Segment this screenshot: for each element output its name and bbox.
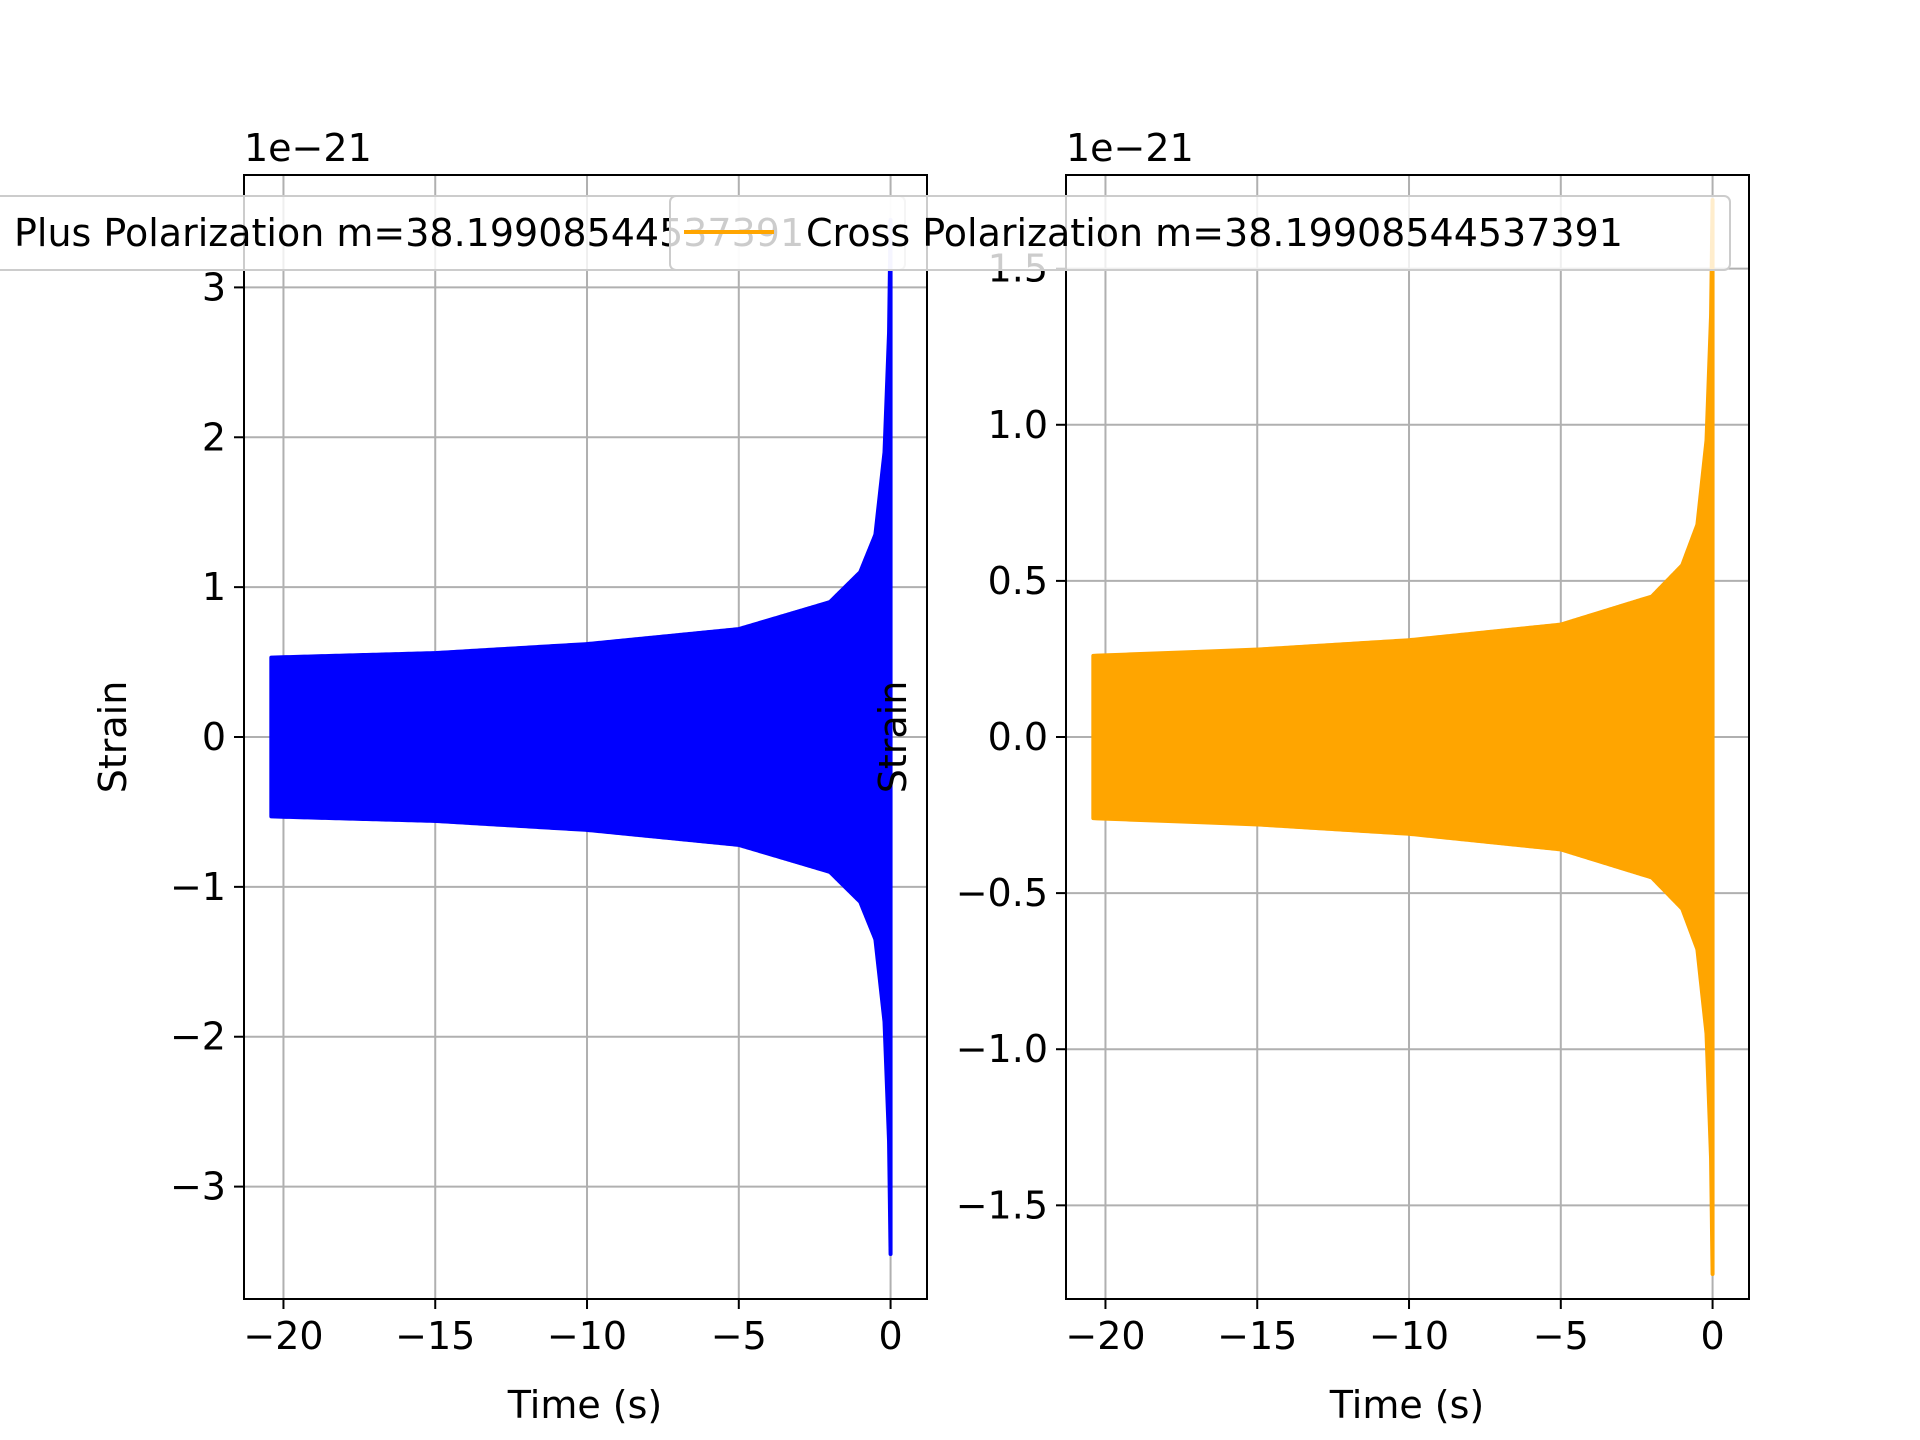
y-tick-label: −1 [170,865,226,909]
y-tick-label: −0.5 [956,871,1048,915]
y-tick-label: −2 [170,1015,226,1059]
x-tick-label: −5 [711,1314,767,1358]
y-tick-label: 3 [202,265,226,309]
x-axis-label: Time (s) [1329,1383,1485,1427]
x-tick-label: −20 [1065,1314,1145,1358]
x-tick-label: −20 [243,1314,323,1358]
y-tick-label: 2 [202,415,226,459]
plus-polarization-waveform [269,217,893,1257]
y-axis-label: Strain [871,681,915,794]
plot-area [1091,197,1715,1277]
y-axis-ticks: −1.5−1.0−0.50.00.51.01.5 [956,247,1066,1227]
x-tick-label: 0 [1700,1314,1724,1358]
y-tick-label: −1.0 [956,1027,1048,1071]
x-tick-label: −10 [1369,1314,1449,1358]
y-tick-label: 0 [202,715,226,759]
legend-box [669,195,1731,271]
y-tick-label: 0.0 [988,715,1048,759]
y-axis-exponent-label: 1e−21 [244,126,372,170]
x-tick-label: 0 [878,1314,902,1358]
x-axis-ticks: −20 −15 −10 −5 0 [243,1299,903,1358]
plot-area [269,217,893,1257]
y-tick-label: 1.0 [988,403,1048,447]
x-tick-label: −10 [547,1314,627,1358]
y-axis-exponent-label: 1e−21 [1066,126,1194,170]
y-tick-label: −3 [170,1165,226,1209]
y-tick-label: −1.5 [956,1183,1048,1227]
legend-entry-label: Cross Polarization m=38.19908544537391 [806,211,1623,255]
x-axis-ticks: −20 −15 −10 −5 0 [1065,1299,1725,1358]
cross-polarization-subplot: −20−15−10−50 −1.5−1.0−0.50.00.51.01.5 1e… [871,126,1750,1427]
x-axis-label: Time (s) [507,1383,663,1427]
cross-polarization-legend: Cross Polarization m=38.19908544537391 [669,195,1731,271]
cross-polarization-waveform [1091,197,1715,1277]
x-tick-label: −15 [1217,1314,1297,1358]
x-tick-label: −5 [1533,1314,1589,1358]
y-axis-label: Strain [91,681,135,794]
y-axis-ticks: −3 −2 −1 0 1 2 3 [170,265,244,1209]
x-tick-label: −15 [395,1314,475,1358]
y-tick-label: 0.5 [988,559,1048,603]
y-tick-label: 1 [202,565,226,609]
